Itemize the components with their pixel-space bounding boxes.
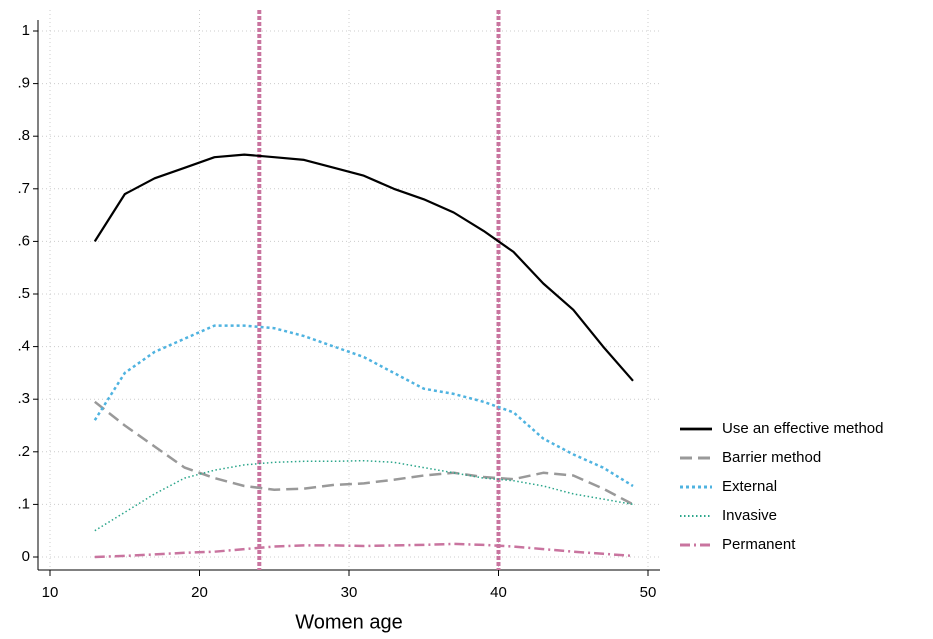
legend-label: Use an effective method bbox=[722, 420, 883, 437]
data-line bbox=[94, 542, 634, 559]
y-tick-label: 1 bbox=[22, 22, 30, 39]
y-tick-label: .5 bbox=[17, 285, 30, 302]
y-tick-label: .3 bbox=[17, 390, 30, 407]
x-tick-label: 50 bbox=[640, 584, 657, 601]
y-tick-label: .7 bbox=[17, 180, 30, 197]
data-line bbox=[94, 459, 634, 532]
legend-label: External bbox=[722, 478, 777, 495]
x-tick-label: 10 bbox=[42, 584, 59, 601]
x-tick-label: 40 bbox=[490, 584, 507, 601]
y-tick-label: .1 bbox=[17, 495, 30, 512]
data-line bbox=[94, 400, 634, 506]
data-line bbox=[93, 324, 634, 488]
x-axis-title: Women age bbox=[295, 611, 402, 633]
legend-label: Invasive bbox=[722, 507, 777, 524]
y-tick-label: .6 bbox=[17, 232, 30, 249]
x-tick-label: 30 bbox=[341, 584, 358, 601]
y-tick-label: .9 bbox=[17, 75, 30, 92]
legend-label: Permanent bbox=[722, 536, 796, 553]
y-tick-label: .8 bbox=[17, 127, 30, 144]
legend-label: Barrier method bbox=[722, 449, 821, 466]
x-tick-label: 20 bbox=[191, 584, 208, 601]
y-tick-label: 0 bbox=[22, 548, 30, 565]
y-tick-label: .4 bbox=[17, 338, 30, 355]
data-line bbox=[93, 153, 634, 382]
y-tick-label: .2 bbox=[17, 443, 30, 460]
